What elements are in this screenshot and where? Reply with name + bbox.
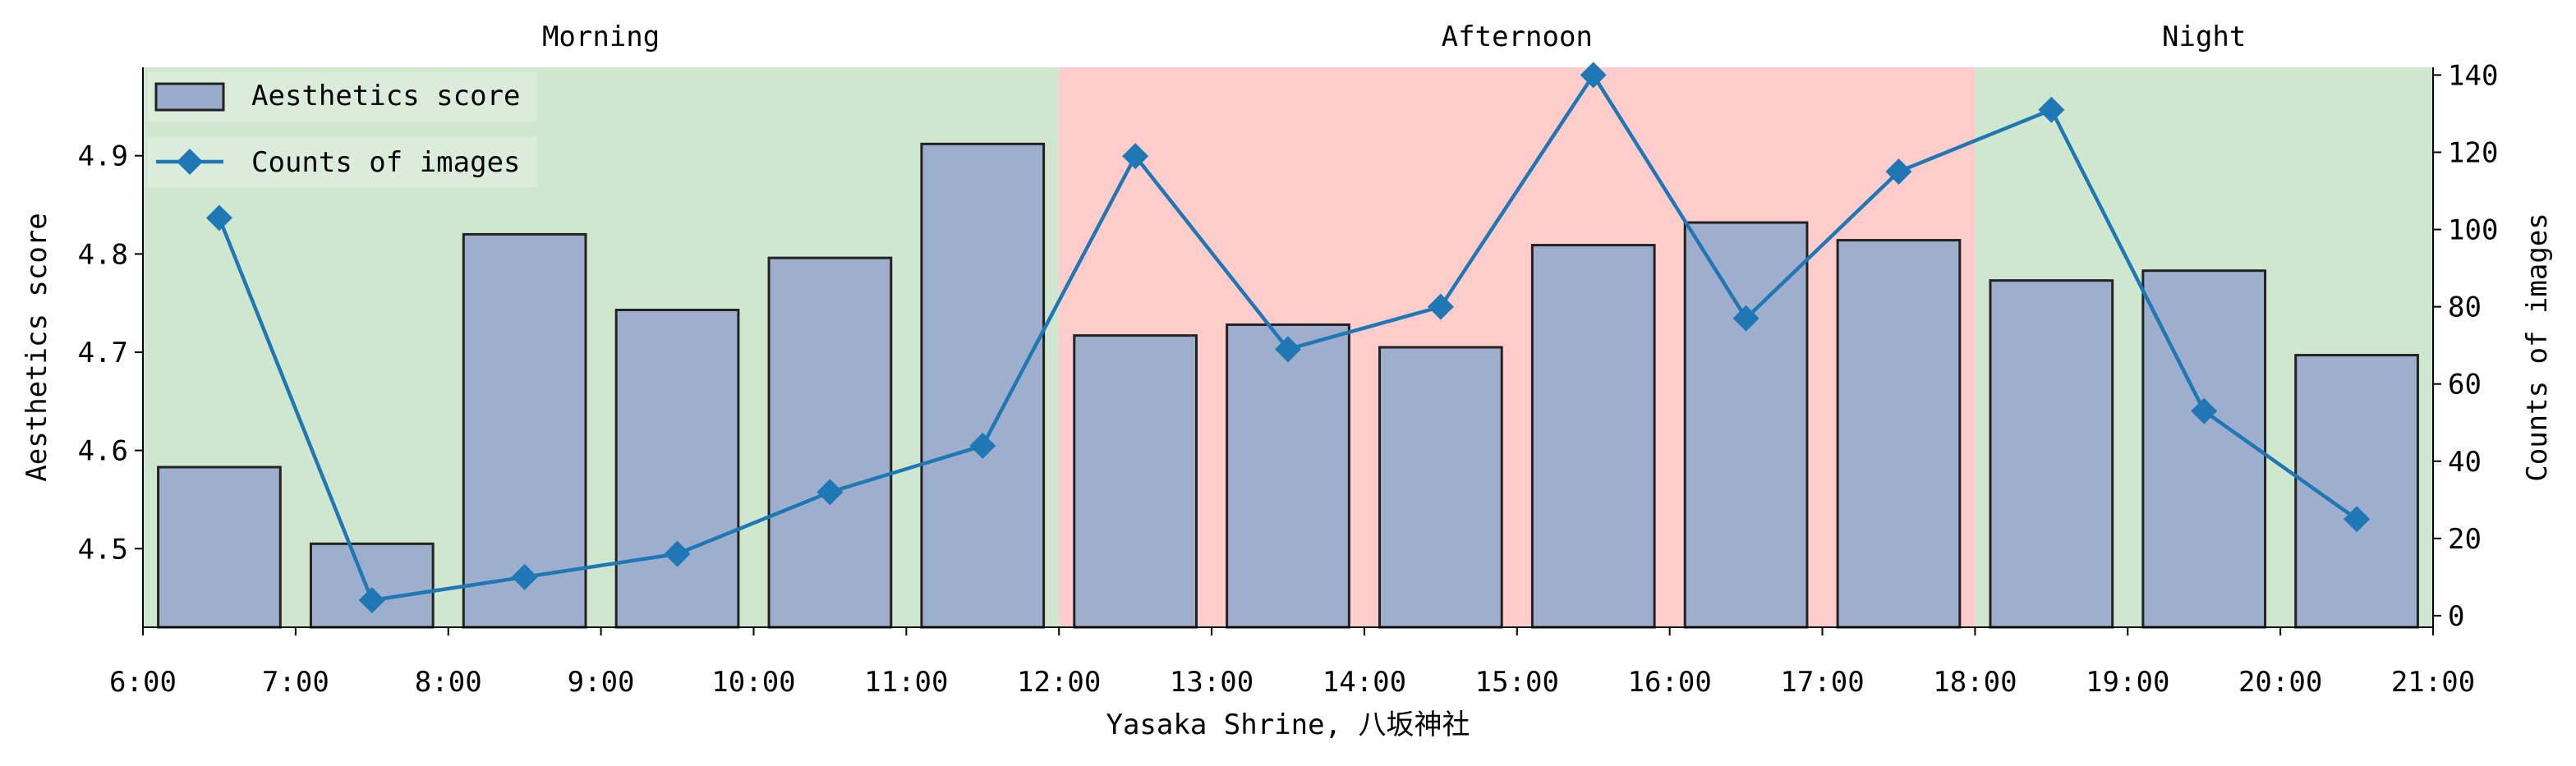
period-label-1: Afternoon <box>1442 21 1593 53</box>
counts-point-7 <box>1275 336 1301 363</box>
bar-7 <box>1226 323 1350 629</box>
bar-3 <box>614 309 740 629</box>
counts-point-5 <box>969 432 996 459</box>
counts-line-series <box>205 62 2371 614</box>
x-tick-label-14: 20:00 <box>2238 666 2322 699</box>
x-tick-label-6: 12:00 <box>1017 666 1101 699</box>
x-tick-label-0: 6:00 <box>109 666 177 699</box>
x-tick-label-11: 17:00 <box>1780 666 1864 699</box>
counts-point-0 <box>205 204 232 232</box>
period-label-2: Night <box>2162 21 2246 53</box>
y-right-tick-label-1: 20 <box>2448 523 2482 556</box>
bar-11 <box>1836 239 1962 629</box>
counts-point-6 <box>1122 143 1149 170</box>
y-right-tick-label-6: 120 <box>2448 136 2498 169</box>
x-tick-label-7: 13:00 <box>1170 666 1254 699</box>
axis-labels: Yasaka Shrine, 八坂神社 Aesthetics score Cou… <box>21 213 2554 741</box>
legend-line-marker <box>177 149 203 175</box>
y-left-tick-label-1: 4.6 <box>78 435 128 468</box>
x-tick-label-15: 21:00 <box>2391 666 2475 699</box>
x-tick-label-1: 7:00 <box>262 666 329 699</box>
counts-point-14 <box>2344 506 2371 533</box>
counts-point-12 <box>2038 96 2065 123</box>
bar-0 <box>157 466 282 629</box>
bar-12 <box>1989 279 2114 629</box>
legend-bar-swatch <box>154 82 225 112</box>
x-tick-label-13: 19:00 <box>2086 666 2169 699</box>
y-left-tick-label-2: 4.7 <box>78 337 128 369</box>
counts-point-2 <box>511 563 538 590</box>
bar-2 <box>462 232 587 629</box>
bar-1 <box>309 542 435 629</box>
y-right-tick-label-3: 60 <box>2448 369 2482 401</box>
bar-10 <box>1683 221 1809 629</box>
counts-point-8 <box>1427 293 1454 320</box>
x-tick-label-8: 14:00 <box>1322 666 1406 699</box>
bar-4 <box>767 256 893 629</box>
counts-point-11 <box>1885 158 1912 185</box>
x-tick-label-10: 16:00 <box>1627 666 1711 699</box>
bar-14 <box>2294 354 2419 629</box>
x-tick-label-3: 9:00 <box>568 666 635 699</box>
bar-9 <box>1530 244 1656 629</box>
y-left-tick-label-0: 4.5 <box>78 533 128 566</box>
y-right-tick-label-7: 140 <box>2448 59 2498 92</box>
x-tick-label-12: 18:00 <box>1933 666 2017 699</box>
x-tick-label-2: 8:00 <box>415 666 482 699</box>
axes: 6:00 7:00 8:00 9:00 10:00 11:00 12:00 13:00 14:0… <box>78 59 2499 699</box>
x-tick-label-9: 15:00 <box>1475 666 1559 699</box>
y-left-tick-label-3: 4.8 <box>78 238 128 271</box>
period-label-0: Morning <box>542 21 660 53</box>
counts-point-9 <box>1580 62 1607 89</box>
counts-point-1 <box>358 587 385 614</box>
x-tick-label-4: 10:00 <box>711 666 795 699</box>
y-axis-left-label: Aesthetics score <box>21 213 53 482</box>
bar-5 <box>920 142 1046 629</box>
x-tick-label-5: 11:00 <box>864 666 948 699</box>
y-left-tick-label-4: 4.9 <box>78 140 128 173</box>
bar-8 <box>1378 346 1503 629</box>
legend-line-label: Counts of images <box>251 146 521 179</box>
period-background-0 <box>143 67 1060 627</box>
bar-6 <box>1073 334 1198 629</box>
y-right-tick-label-5: 100 <box>2448 214 2498 247</box>
counts-point-3 <box>664 540 691 567</box>
x-axis-label: Yasaka Shrine, 八坂神社 <box>1106 709 1470 741</box>
y-right-tick-label-0: 0 <box>2448 600 2464 633</box>
y-right-tick-label-2: 40 <box>2448 446 2482 479</box>
y-right-tick-label-4: 80 <box>2448 291 2482 324</box>
counts-point-4 <box>816 479 844 506</box>
legend: Aesthetics score Counts of images <box>148 72 537 187</box>
counts-point-10 <box>1732 305 1760 332</box>
counts-point-13 <box>2191 397 2218 424</box>
period-background-1 <box>1059 67 1976 627</box>
y-axis-right-label: Counts of images <box>2521 213 2554 482</box>
legend-bar-label: Aesthetics score <box>251 80 521 112</box>
